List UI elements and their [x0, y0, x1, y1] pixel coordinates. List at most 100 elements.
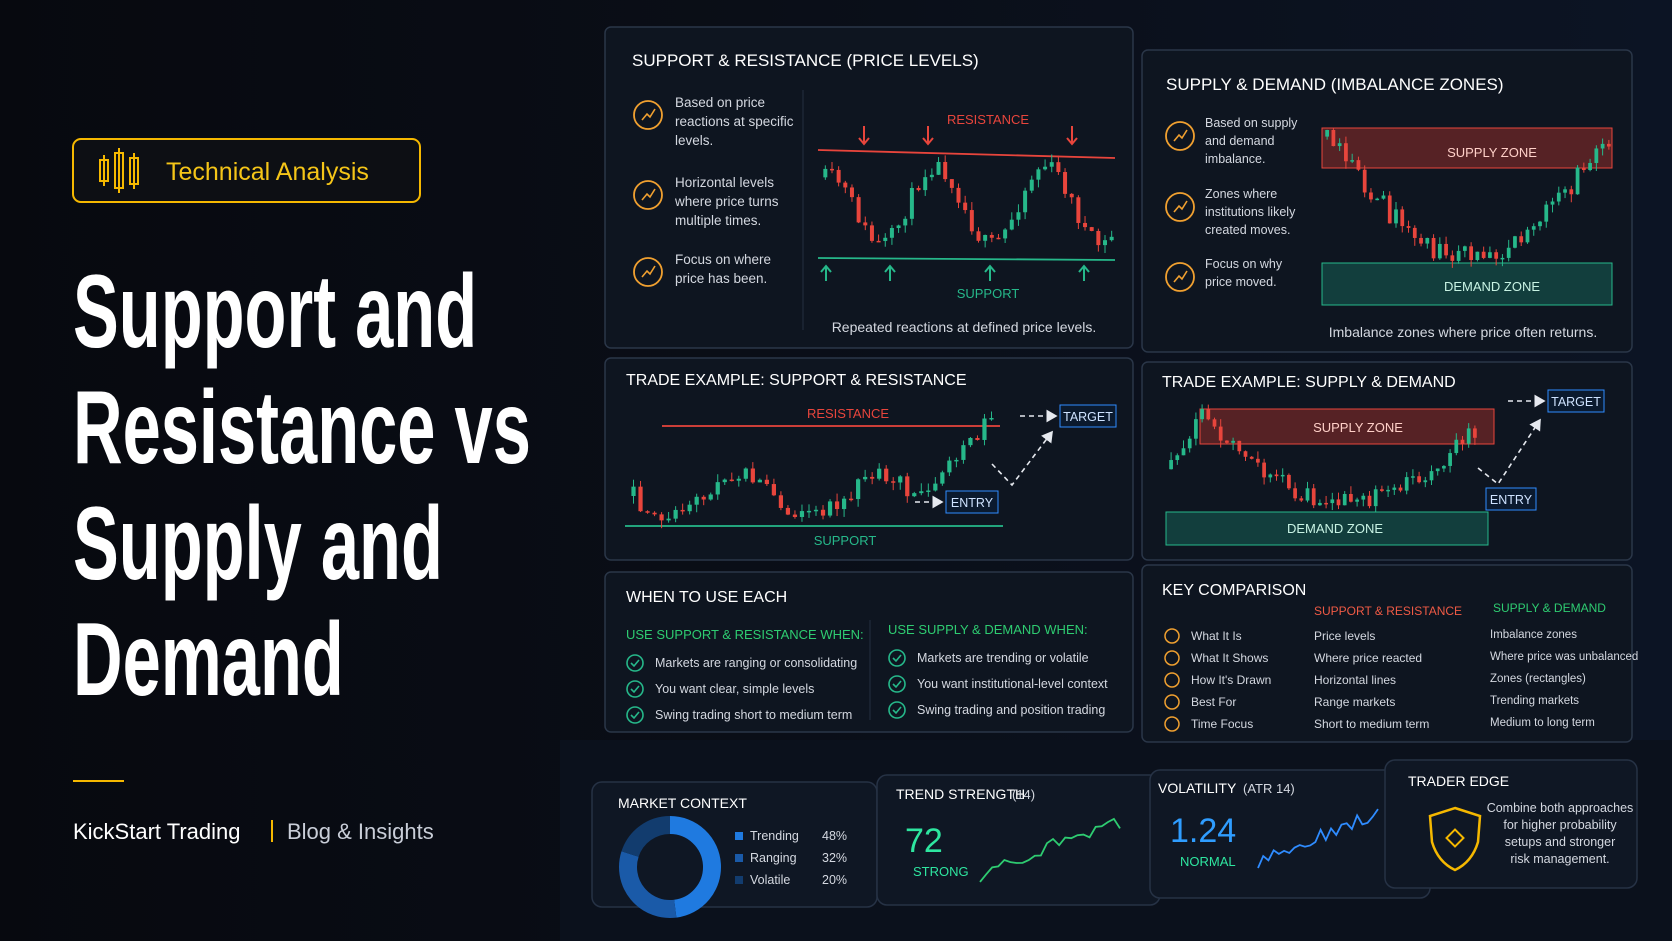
candle-body: [896, 225, 901, 229]
badge-icon-body: [129, 157, 139, 185]
row-value: Zones (rectangles): [1490, 673, 1586, 685]
candle-body: [1375, 198, 1380, 201]
candle-body: [680, 509, 685, 512]
shield-icon: [1428, 806, 1482, 872]
candle-body: [869, 225, 874, 241]
panel: [1141, 564, 1633, 743]
candle-body: [1519, 236, 1524, 243]
stat-card: [1384, 759, 1638, 889]
footer-section: Blog & Insights: [287, 819, 434, 844]
point-text: Based on supply: [1205, 116, 1298, 130]
row-icon: [1164, 694, 1180, 710]
candle-body: [1481, 251, 1486, 258]
donut-segment: [621, 816, 671, 858]
candle-body: [785, 507, 791, 515]
candle-body: [1076, 197, 1081, 223]
candle-body: [1400, 209, 1405, 227]
candle-body: [827, 501, 833, 516]
candle-body: [1194, 419, 1198, 439]
candle-body: [1456, 250, 1461, 261]
candle-body: [1331, 130, 1336, 147]
candle-body: [1419, 237, 1423, 244]
arrow-head: [884, 264, 896, 273]
candle-body: [912, 493, 917, 497]
panel-title: WHEN TO USE EACH: [626, 589, 787, 606]
point-text: Focus on why: [1205, 257, 1283, 271]
candle-body: [715, 482, 720, 495]
candle-body: [877, 468, 882, 479]
target-label: TARGET: [1551, 395, 1601, 409]
check-mark: [630, 685, 640, 694]
candle-body: [806, 510, 812, 513]
candle-body: [1581, 167, 1586, 171]
row-value: Where price was unbalanced: [1490, 651, 1638, 663]
candle-body: [1311, 488, 1316, 506]
check-icon: [888, 649, 906, 667]
list-item: Markets are trending or volatile: [917, 651, 1089, 665]
candle-body: [1262, 462, 1266, 478]
candle-body: [1049, 162, 1054, 167]
candle-body: [1494, 252, 1499, 259]
point-text: Horizontal levels: [675, 175, 774, 190]
list-item: Swing trading and position trading: [917, 703, 1105, 717]
candle-body: [1373, 489, 1378, 507]
supply-zone: [1199, 408, 1495, 445]
candle-body: [1318, 502, 1322, 506]
badge-box: [72, 138, 421, 203]
panel-title: TRADE EXAMPLE: SUPPORT & RESISTANCE: [626, 372, 967, 389]
arrow-head: [922, 137, 934, 146]
candle-body: [1404, 477, 1409, 491]
check-mark: [892, 706, 902, 715]
candle-body: [1063, 172, 1068, 194]
candle-body: [638, 486, 643, 512]
caption: Imbalance zones where price often return…: [1329, 324, 1597, 340]
target-box: [1547, 389, 1605, 413]
edge-text: Combine both approaches: [1487, 801, 1634, 815]
candle-body: [919, 491, 924, 494]
candle-body: [1398, 487, 1403, 491]
candle-body: [1525, 229, 1530, 243]
candle-body: [722, 479, 727, 483]
card-param: (14): [1012, 787, 1035, 802]
candle-body: [1009, 219, 1014, 230]
dashed-arrow: [991, 430, 1053, 487]
row-label: What It Shows: [1191, 651, 1268, 665]
legend-swatch: [735, 854, 743, 862]
point-text: created moves.: [1205, 223, 1290, 237]
list-item: Swing trading short to medium term: [655, 708, 852, 722]
legend-value: 48%: [822, 829, 847, 843]
check-mark: [630, 659, 640, 668]
point-text: and demand: [1205, 134, 1275, 148]
candle-body: [1513, 236, 1517, 248]
candle-body: [1429, 471, 1434, 481]
legend-name: Ranging: [750, 851, 797, 865]
candle-body: [1237, 440, 1242, 452]
check-icon: [626, 654, 644, 672]
candle-body: [1056, 162, 1061, 173]
column-heading: USE SUPPLY & DEMAND WHEN:: [888, 622, 1088, 637]
point-icon: [1165, 262, 1195, 292]
panel: [1141, 49, 1633, 353]
entry-label: ENTRY: [1490, 493, 1533, 507]
point-icon: [1165, 121, 1195, 151]
panel-title: SUPPORT & RESISTANCE (PRICE LEVELS): [632, 51, 979, 70]
shield-glyph: [1445, 828, 1465, 848]
candle-body: [1386, 489, 1390, 492]
candle-body: [876, 240, 881, 243]
candle-body: [856, 479, 861, 500]
candle-body: [1462, 246, 1467, 251]
candle-body: [1344, 143, 1348, 162]
candle-body: [956, 187, 961, 203]
candle-body: [701, 496, 706, 500]
row-label: Best For: [1191, 695, 1236, 709]
candle-body: [1460, 439, 1465, 444]
point-text: imbalance.: [1205, 152, 1265, 166]
candle-body: [1225, 440, 1229, 443]
list-item: You want institutional-level context: [917, 677, 1108, 691]
candle-body: [687, 504, 692, 512]
card-title: MARKET CONTEXT: [618, 795, 747, 811]
entry-box: [945, 490, 999, 514]
candle-body: [823, 168, 828, 178]
dashed-arrow: [1477, 418, 1541, 486]
